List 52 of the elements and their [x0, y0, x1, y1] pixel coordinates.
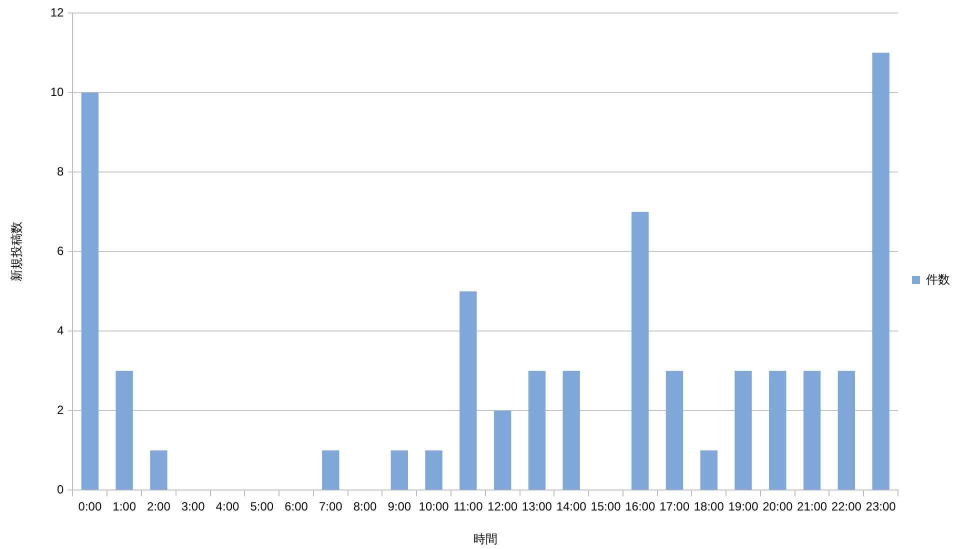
x-tick-label: 23:00: [866, 500, 896, 514]
legend-label: 件数: [926, 272, 950, 286]
x-tick-label: 20:00: [762, 500, 793, 514]
x-tick-label: 8:00: [353, 500, 378, 514]
bar: [838, 370, 856, 490]
bar: [769, 370, 786, 490]
bar: [116, 370, 133, 490]
bar: [390, 450, 408, 490]
bar: [872, 52, 890, 490]
x-tick-label: 18:00: [694, 500, 724, 514]
bar: [322, 450, 340, 490]
x-tick-label: 17:00: [659, 500, 690, 514]
x-tick-label: 19:00: [728, 500, 759, 514]
x-tick-label: 3:00: [181, 500, 206, 514]
x-tick-label: 10:00: [418, 500, 450, 514]
bar: [803, 370, 821, 490]
y-axis-title: 新規投稿数: [10, 222, 24, 282]
y-tick-label: 6: [57, 244, 64, 258]
x-tick-label: 12:00: [488, 500, 518, 514]
x-axis-title: 時間: [473, 532, 498, 546]
x-tick-label: 6:00: [284, 500, 308, 514]
bar: [528, 370, 546, 490]
x-tick-label: 7:00: [318, 500, 343, 514]
bar: [460, 291, 477, 490]
bar: [666, 370, 684, 490]
x-tick-label: 14:00: [556, 500, 587, 514]
y-tick-label: 8: [57, 164, 64, 178]
bar: [494, 410, 512, 490]
y-tick-label: 12: [50, 5, 64, 20]
x-tick-label: 21:00: [797, 500, 828, 514]
x-tick-label: 0:00: [78, 500, 102, 514]
x-tick-label: 15:00: [590, 500, 622, 514]
x-tick-label: 11:00: [454, 500, 484, 514]
y-tick-label: 0: [57, 482, 64, 497]
x-tick-label: 2:00: [147, 500, 171, 514]
x-tick-label: 4:00: [216, 500, 240, 514]
bar: [700, 450, 718, 490]
x-tick-label: 1:00: [112, 500, 136, 514]
y-tick-label: 4: [57, 323, 64, 338]
x-tick-label: 9:00: [388, 500, 412, 514]
y-tick-label: 2: [57, 402, 64, 417]
x-tick-label: 16:00: [625, 500, 656, 514]
bar: [632, 212, 649, 490]
bar: [81, 92, 99, 490]
x-tick-label: 22:00: [831, 500, 862, 514]
y-tick-label: 10: [50, 84, 64, 99]
bar: [425, 450, 442, 490]
bar: [734, 370, 752, 490]
bar: [150, 450, 168, 490]
x-tick-label: 5:00: [250, 500, 274, 514]
x-tick-label: 13:00: [522, 500, 552, 514]
bar: [562, 370, 580, 490]
